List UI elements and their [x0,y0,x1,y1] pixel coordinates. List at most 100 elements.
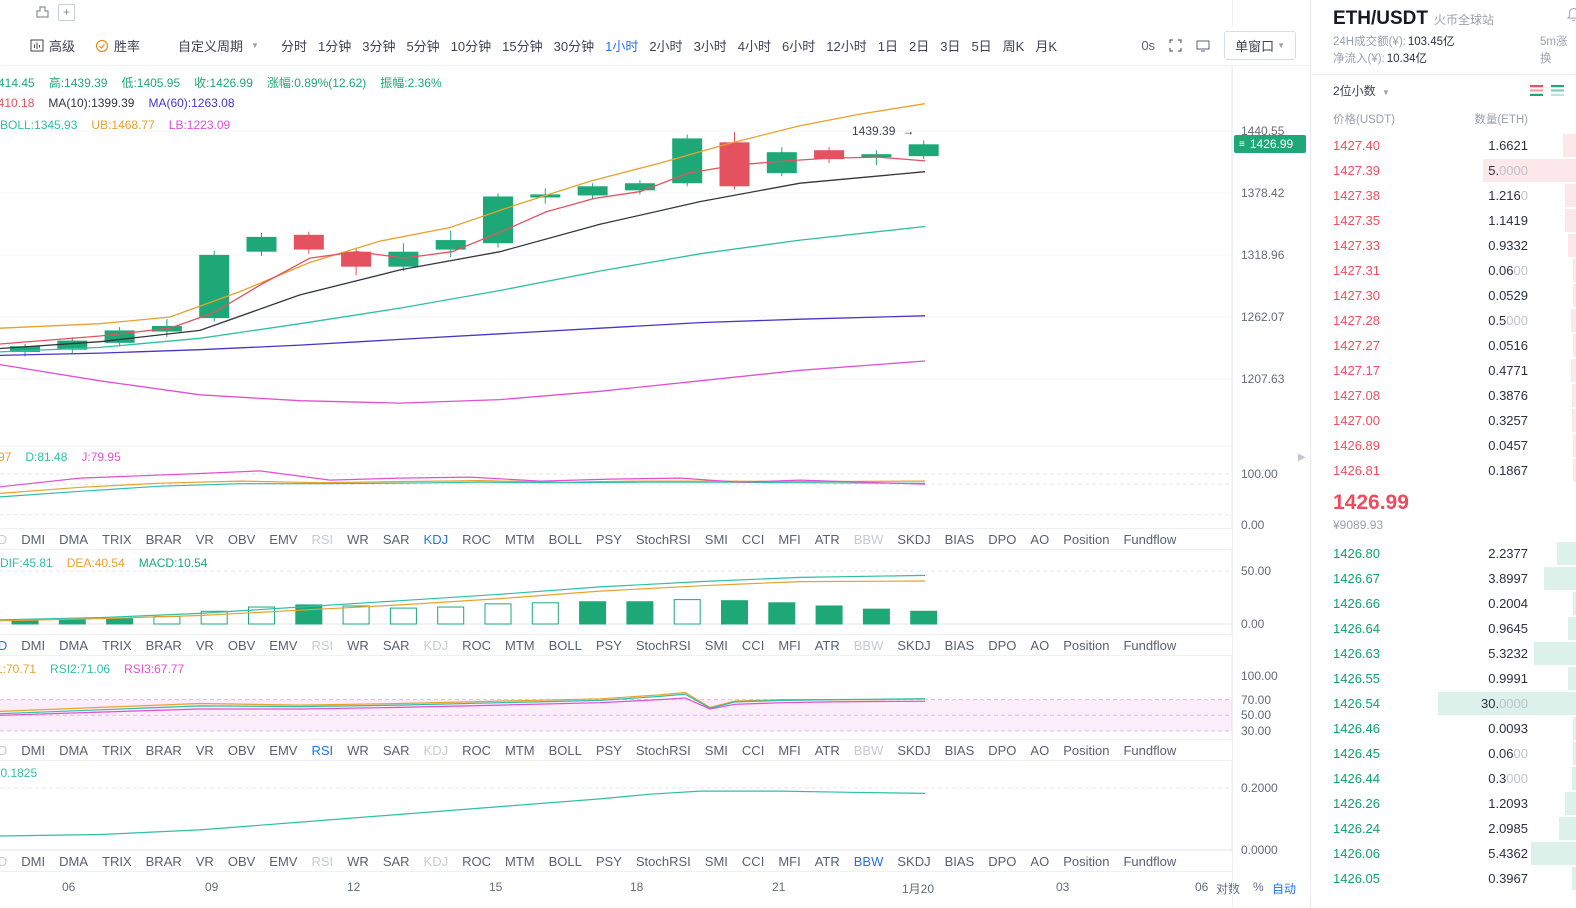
bid-row[interactable]: 1426.26 1.2093 [1311,791,1576,816]
indicator-tab-ao[interactable]: AO [1030,853,1050,869]
indicator-tab-boll[interactable]: BOLL [548,637,582,653]
timeframe-button[interactable]: 6小时 [782,39,816,54]
indicator-tab-vr[interactable]: VR [195,742,214,758]
indicator-tab-atr[interactable]: ATR [814,637,840,653]
indicator-tab-dmi[interactable]: DMI [21,637,46,653]
indicator-tab-dma[interactable]: DMA [59,742,89,758]
indicator-tab-dma[interactable]: DMA [59,637,89,653]
bid-row[interactable]: 1426.80 2.2377 [1311,541,1576,566]
bid-row[interactable]: 1426.06 5.4362 [1311,841,1576,866]
indicator-tab-fundflow[interactable]: Fundflow [1123,531,1177,547]
indicator-tab-emv[interactable]: EMV [269,853,298,869]
indicator-tab-fundflow[interactable]: Fundflow [1123,637,1177,653]
indicator-tab-roc[interactable]: ROC [462,531,491,547]
timeframe-button[interactable]: 2小时 [649,39,683,54]
indicator-tab-macd[interactable]: MACD [0,854,7,869]
indicator-tab-brar[interactable]: BRAR [145,531,182,547]
timeframe-button[interactable]: 10分钟 [450,39,492,54]
indicator-tab-smi[interactable]: SMI [704,853,728,869]
timeframe-button[interactable]: 1日 [877,39,898,54]
indicator-tab-boll[interactable]: BOLL [548,853,582,869]
bid-row[interactable]: 1426.24 2.0985 [1311,816,1576,841]
indicator-tab-bias[interactable]: BIAS [944,531,975,547]
timeframe-button[interactable]: 分时 [280,39,307,54]
bid-row[interactable]: 1426.63 5.3232 [1311,641,1576,666]
indicator-tab-fundflow[interactable]: Fundflow [1123,853,1177,869]
indicator-tab-position[interactable]: Position [1063,853,1110,869]
indicator-tab-bbw[interactable]: BBW [853,637,884,653]
advanced-button[interactable]: 高级 [30,36,75,55]
indicator-tab-emv[interactable]: EMV [269,531,298,547]
indicator-tab-boll[interactable]: BOLL [548,531,582,547]
ask-row[interactable]: 1427.08 0.3876 [1311,383,1576,408]
indicator-tab-skdj[interactable]: SKDJ [897,853,931,869]
indicator-tab-bbw[interactable]: BBW [853,742,884,758]
timeframe-button[interactable]: 月K [1035,39,1058,54]
timeframe-button[interactable]: 3日 [940,39,961,54]
ask-row[interactable]: 1427.17 0.4771 [1311,358,1576,383]
indicator-tab-bias[interactable]: BIAS [944,637,975,653]
indicator-tab-kdj[interactable]: KDJ [423,742,449,758]
indicator-tab-macd[interactable]: MACD [0,638,7,653]
timeframe-button[interactable]: 1小时 [605,39,639,54]
indicator-tab-ao[interactable]: AO [1030,742,1050,758]
indicator-tab-skdj[interactable]: SKDJ [897,531,931,547]
indicator-tab-mfi[interactable]: MFI [778,531,801,547]
timeframe-button[interactable]: 30分钟 [553,39,595,54]
precision-dropdown[interactable]: 2位小数 ▼ [1333,83,1390,98]
indicator-tab-dma[interactable]: DMA [59,531,89,547]
ask-row[interactable]: 1427.38 1.2160 [1311,183,1576,208]
refresh-interval-button[interactable]: 0s [1141,38,1156,53]
indicator-tab-dmi[interactable]: DMI [21,742,46,758]
indicator-tab-obv[interactable]: OBV [227,637,256,653]
last-price-block[interactable]: 1426.99 ¥9089.93 [1311,483,1576,539]
fullscreen-icon[interactable] [1169,39,1182,52]
timeframe-button[interactable]: 周K [1002,39,1025,54]
indicator-tab-cci[interactable]: CCI [741,742,765,758]
indicator-tab-mfi[interactable]: MFI [778,637,801,653]
indicator-tab-fundflow[interactable]: Fundflow [1123,742,1177,758]
indicator-tab-vr[interactable]: VR [195,531,214,547]
single-window-dropdown[interactable]: 单窗口 ▼ [1224,31,1296,60]
bid-row[interactable]: 1426.44 0.3000 [1311,766,1576,791]
indicator-tab-bias[interactable]: BIAS [944,742,975,758]
indicator-tab-trix[interactable]: TRIX [102,742,132,758]
indicator-tab-position[interactable]: Position [1063,531,1110,547]
ask-row[interactable]: 1427.40 1.6621 [1311,133,1576,158]
notifications-bell-icon[interactable] [1566,7,1576,23]
multi-window-icon[interactable] [1196,40,1210,52]
price-axis[interactable]: ≡ 1426.99 1440.55 1378.42 1318.96 1262.07 12… [1232,0,1311,908]
indicator-tab-mtm[interactable]: MTM [505,742,535,758]
ask-row[interactable]: 1427.31 0.0600 [1311,258,1576,283]
chart-area[interactable]: 开:1414.45 高:1439.39 低:1405.95 收:1426.99 涨幅:0… [0,0,1310,908]
indicator-tab-cci[interactable]: CCI [741,531,765,547]
timeframe-button[interactable]: 3小时 [693,39,727,54]
indicator-tab-ao[interactable]: AO [1030,531,1050,547]
indicator-tab-brar[interactable]: BRAR [145,853,182,869]
indicator-tab-position[interactable]: Position [1063,637,1110,653]
indicator-tab-brar[interactable]: BRAR [145,742,182,758]
indicator-tab-wr[interactable]: WR [347,637,369,653]
indicator-tab-vr[interactable]: VR [195,853,214,869]
indicator-tab-sar[interactable]: SAR [382,637,410,653]
indicator-tab-atr[interactable]: ATR [814,531,840,547]
timeframe-button[interactable]: 15分钟 [502,39,543,54]
indicator-tab-dpo[interactable]: DPO [988,853,1017,869]
indicator-tab-cci[interactable]: CCI [741,853,765,869]
ask-row[interactable]: 1427.00 0.3257 [1311,408,1576,433]
indicator-tab-atr[interactable]: ATR [814,742,840,758]
indicator-tab-trix[interactable]: TRIX [102,637,132,653]
indicator-tab-mfi[interactable]: MFI [778,853,801,869]
indicator-tab-obv[interactable]: OBV [227,853,256,869]
win-rate-button[interactable]: 胜率 [95,36,140,55]
indicator-tab-obv[interactable]: OBV [227,742,256,758]
indicator-tab-macd[interactable]: MACD [0,743,7,758]
indicator-tab-bias[interactable]: BIAS [944,853,975,869]
indicator-tab-stochrsi[interactable]: StochRSI [635,531,691,547]
indicator-tab-bbw[interactable]: BBW [853,531,884,547]
indicator-tab-cci[interactable]: CCI [741,637,765,653]
indicator-tab-dmi[interactable]: DMI [21,853,46,869]
axis-control-%[interactable]: % [1253,880,1264,894]
bid-row[interactable]: 1426.05 0.3967 [1311,866,1576,891]
timeframe-button[interactable]: 3分钟 [362,39,396,54]
